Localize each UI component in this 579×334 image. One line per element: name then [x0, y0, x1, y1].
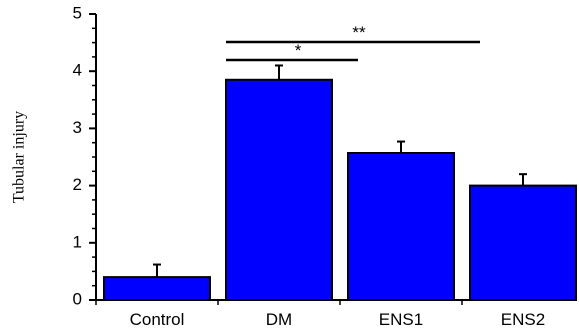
bar-ens1	[347, 151, 455, 301]
significance-label: **	[352, 23, 366, 42]
y-tick-label: 2	[73, 175, 82, 194]
significance-layer: ***	[226, 23, 480, 62]
y-tick-label: 0	[73, 289, 82, 308]
y-axis-title: Tubular injury	[11, 111, 28, 203]
bar-layer: Control DM ENS1 ENS2	[103, 64, 577, 329]
bar-ens2	[469, 184, 577, 302]
category-label: ENS2	[501, 310, 545, 329]
bar-dm	[225, 78, 333, 301]
y-tick-label: 3	[73, 118, 82, 137]
significance-label: *	[295, 41, 302, 60]
bar-control	[103, 276, 211, 301]
category-label: ENS1	[379, 310, 423, 329]
category-label: DM	[266, 310, 292, 329]
category-label: Control	[130, 310, 185, 329]
y-tick-label: 5	[73, 3, 82, 22]
y-tick-label: 4	[73, 61, 82, 80]
y-tick-label: 1	[73, 232, 82, 251]
